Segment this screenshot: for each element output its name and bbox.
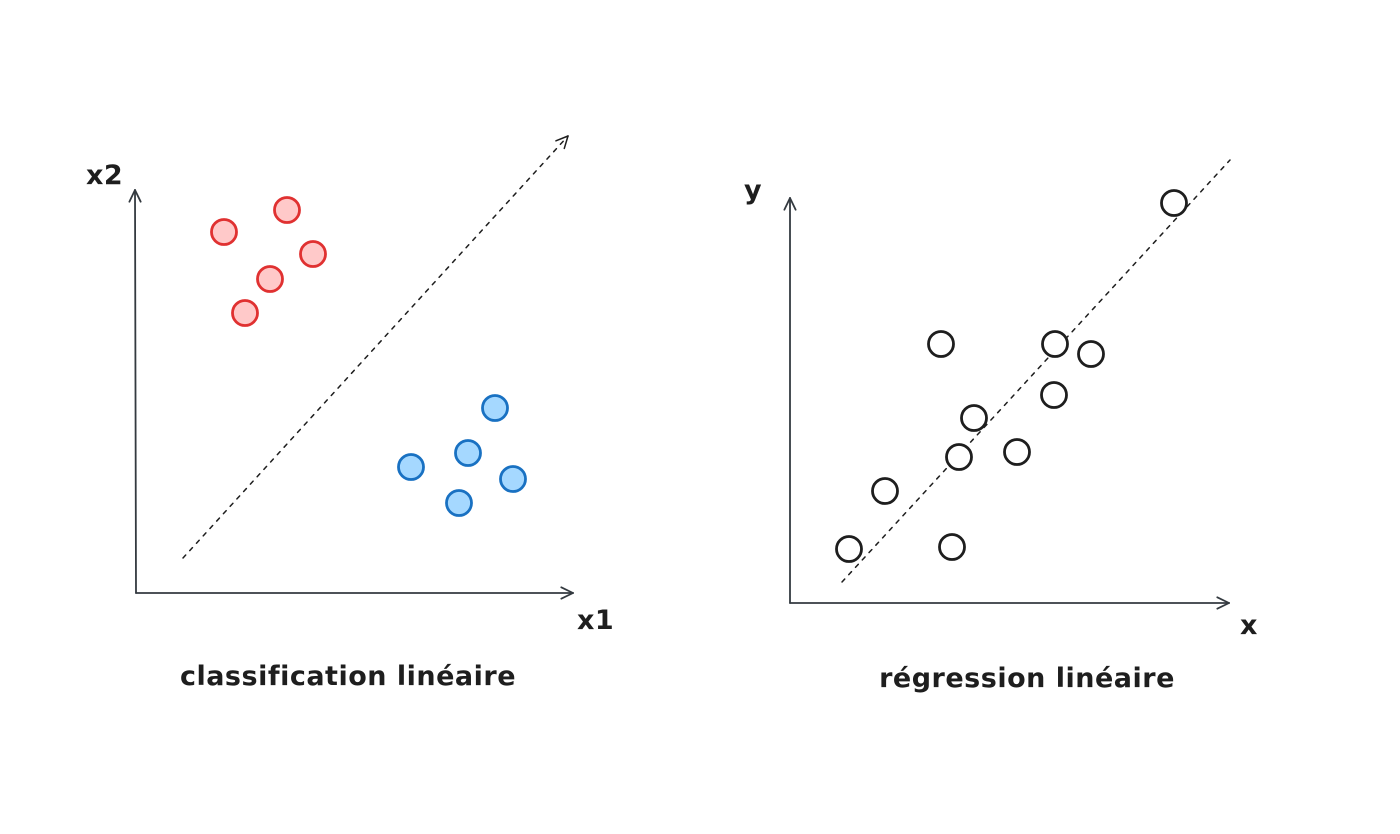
left-y-axis-label: x2 — [86, 160, 124, 191]
right-x-axis-label: x — [1240, 610, 1258, 641]
red-cluster-point — [231, 299, 259, 327]
classification-dashed-line-arrow — [555, 135, 569, 142]
data-points-point — [938, 533, 966, 561]
red-cluster-point — [273, 196, 301, 224]
red-cluster-point — [256, 265, 284, 293]
classification-dashed-line — [182, 135, 569, 559]
data-points-point — [927, 330, 955, 358]
classification-y-axis — [134, 189, 137, 594]
red-cluster-point — [299, 240, 327, 268]
regression-dashed-line — [841, 159, 1231, 583]
regression-x-axis-arrow — [1216, 596, 1230, 604]
classification-y-axis-arrow — [128, 189, 136, 203]
regression-y-axis-arrow — [789, 197, 797, 211]
data-points-point — [871, 477, 899, 505]
regression-caption: régression linéaire — [879, 663, 1175, 694]
data-points-point — [945, 443, 973, 471]
blue-cluster-point — [499, 465, 527, 493]
classification-x-axis-arrow — [560, 592, 574, 600]
blue-cluster-point — [454, 439, 482, 467]
right-y-axis-label: y — [744, 175, 763, 206]
data-points-point — [1003, 438, 1031, 466]
red-cluster-point — [210, 218, 238, 246]
regression-x-axis-arrow — [1216, 602, 1230, 610]
regression-y-axis-arrow — [783, 197, 791, 211]
data-points-point — [1040, 381, 1068, 409]
classification-caption: classification linéaire — [179, 661, 517, 692]
classification-x-axis-arrow — [560, 586, 574, 594]
data-points-point — [1041, 330, 1069, 358]
classification-y-axis-arrow — [134, 189, 142, 203]
blue-cluster-point — [445, 489, 473, 517]
blue-cluster-point — [397, 453, 425, 481]
blue-cluster-point — [481, 394, 509, 422]
data-points-point — [1160, 189, 1188, 217]
classification-dashed-line-arrow — [563, 135, 569, 150]
data-points-point — [960, 404, 988, 432]
left-x-axis-label: x1 — [577, 605, 615, 636]
data-points-point — [1077, 340, 1105, 368]
data-points-point — [835, 535, 863, 563]
